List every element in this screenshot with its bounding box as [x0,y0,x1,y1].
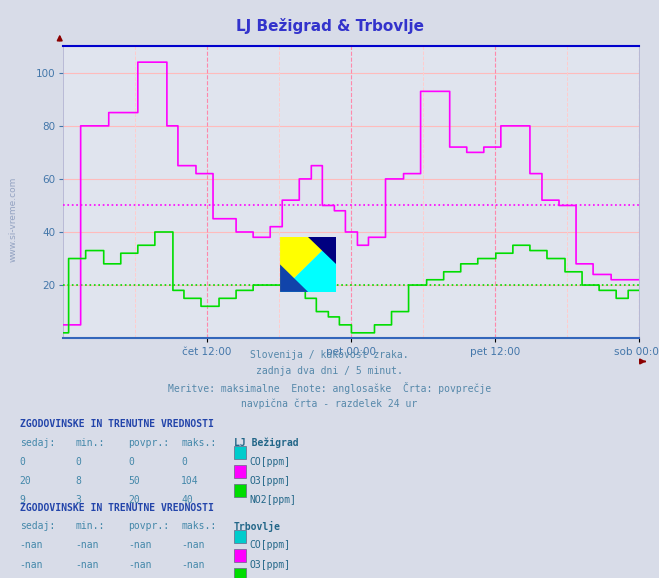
Text: 50: 50 [129,476,140,486]
Text: povpr.:: povpr.: [129,521,169,531]
Text: 20: 20 [20,476,32,486]
Text: -nan: -nan [181,560,205,569]
Text: 40: 40 [181,495,193,505]
Text: -nan: -nan [129,560,152,569]
Text: Slovenija / kakovost zraka.: Slovenija / kakovost zraka. [250,350,409,360]
Text: zadnja dva dni / 5 minut.: zadnja dva dni / 5 minut. [256,366,403,376]
Text: ZGODOVINSKE IN TRENUTNE VREDNOSTI: ZGODOVINSKE IN TRENUTNE VREDNOSTI [20,503,214,513]
Text: 0: 0 [129,457,134,466]
Text: O3[ppm]: O3[ppm] [250,560,291,569]
Text: maks.:: maks.: [181,438,216,447]
Text: sedaj:: sedaj: [20,438,55,447]
Text: -nan: -nan [20,540,43,550]
Text: maks.:: maks.: [181,521,216,531]
Text: 0: 0 [181,457,187,466]
Text: CO[ppm]: CO[ppm] [250,457,291,466]
Text: 3: 3 [76,495,82,505]
Text: LJ Bežigrad: LJ Bežigrad [234,438,299,448]
Polygon shape [280,237,336,292]
Polygon shape [280,237,336,292]
Text: NO2[ppm]: NO2[ppm] [250,495,297,505]
Text: Meritve: maksimalne  Enote: anglosaške  Črta: povprečje: Meritve: maksimalne Enote: anglosaške Čr… [168,382,491,394]
Text: CO[ppm]: CO[ppm] [250,540,291,550]
Text: navpična črta - razdelek 24 ur: navpična črta - razdelek 24 ur [241,398,418,409]
Text: min.:: min.: [76,521,105,531]
Text: 104: 104 [181,476,199,486]
Text: LJ Bežigrad & Trbovlje: LJ Bežigrad & Trbovlje [235,18,424,35]
Text: 0: 0 [76,457,82,466]
Text: sedaj:: sedaj: [20,521,55,531]
Polygon shape [308,237,336,265]
Text: min.:: min.: [76,438,105,447]
Text: Trbovlje: Trbovlje [234,521,281,532]
Text: www.si-vreme.com: www.si-vreme.com [9,177,18,262]
Text: -nan: -nan [76,560,100,569]
Text: -nan: -nan [20,560,43,569]
Text: O3[ppm]: O3[ppm] [250,476,291,486]
Text: povpr.:: povpr.: [129,438,169,447]
Text: 20: 20 [129,495,140,505]
Text: 8: 8 [76,476,82,486]
Text: 9: 9 [20,495,26,505]
Text: ZGODOVINSKE IN TRENUTNE VREDNOSTI: ZGODOVINSKE IN TRENUTNE VREDNOSTI [20,419,214,429]
Text: 0: 0 [20,457,26,466]
Polygon shape [280,265,308,292]
Text: -nan: -nan [181,540,205,550]
Text: -nan: -nan [129,540,152,550]
Text: -nan: -nan [76,540,100,550]
